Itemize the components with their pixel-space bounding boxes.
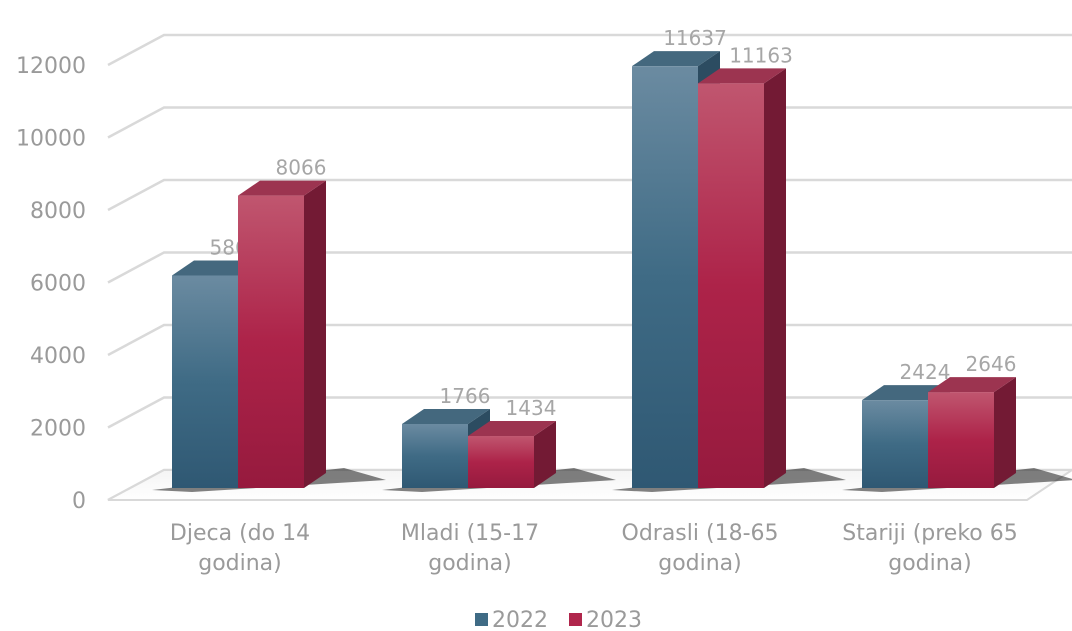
- bar-top: [402, 408, 490, 424]
- legend-label: 2023: [586, 608, 642, 631]
- bar-front: [862, 400, 928, 488]
- y-tick-label: 6000: [30, 272, 86, 297]
- data-label: 11163: [729, 43, 793, 67]
- gridline-10000: [107, 106, 1072, 139]
- bar-front: [698, 83, 764, 488]
- x-axis-category-labels: Djeca (do 14 godina) Mladi (15-17 godina) Od…: [170, 521, 1018, 576]
- category-label: Mladi (15-17: [401, 521, 539, 546]
- y-tick-label: 12000: [16, 54, 86, 79]
- legend-item-2022[interactable]: 2022: [475, 608, 548, 631]
- data-label: 8066: [276, 156, 327, 180]
- bar-2023-1: [468, 421, 556, 488]
- category-label: godina): [888, 551, 972, 576]
- bar-top: [632, 51, 720, 67]
- y-axis-tick-labels: 0 2000 4000 6000 8000 10000 12000: [16, 54, 86, 514]
- bar-front: [172, 275, 238, 488]
- bar-front: [402, 423, 468, 488]
- bar-2023-3: [928, 377, 1016, 488]
- data-label: 2424: [900, 360, 951, 384]
- legend[interactable]: 2022 2023: [475, 608, 642, 631]
- data-label: 11637: [663, 26, 727, 50]
- y-tick-label: 10000: [16, 127, 86, 152]
- category-label: godina): [198, 551, 282, 576]
- bar-top: [468, 421, 556, 437]
- gridlines: [107, 33, 1072, 502]
- data-label: 2646: [966, 352, 1017, 376]
- bar-front: [928, 392, 994, 488]
- y-tick-label: 8000: [30, 199, 86, 224]
- bar-2023-0: [238, 180, 326, 489]
- bar-side: [994, 377, 1016, 488]
- y-tick-label: 0: [72, 489, 86, 514]
- bar-side: [764, 68, 786, 488]
- category-label: Djeca (do 14: [170, 521, 310, 546]
- legend-label: 2022: [492, 608, 548, 631]
- bar-front: [238, 195, 304, 489]
- legend-swatch: [569, 613, 582, 626]
- y-tick-label: 2000: [30, 417, 86, 442]
- data-label: 1766: [440, 384, 491, 408]
- data-label: 1434: [506, 396, 557, 420]
- category-label: Odrasli (18-65: [622, 521, 779, 546]
- bar-top: [698, 68, 786, 84]
- category-label: Stariji (preko 65: [842, 521, 1018, 546]
- bar-front: [632, 66, 698, 488]
- bar-side: [534, 421, 556, 488]
- bar-2023-2: [698, 68, 786, 488]
- legend-swatch: [475, 613, 488, 626]
- y-tick-label: 4000: [30, 344, 86, 369]
- bar-front: [468, 436, 534, 488]
- legend-item-2023[interactable]: 2023: [569, 608, 642, 631]
- gridline-12000: [107, 33, 1072, 67]
- bar-side: [304, 180, 326, 489]
- bar-top: [928, 377, 1016, 393]
- category-label: godina): [658, 551, 742, 576]
- bar-top: [238, 180, 326, 196]
- category-label: godina): [428, 551, 512, 576]
